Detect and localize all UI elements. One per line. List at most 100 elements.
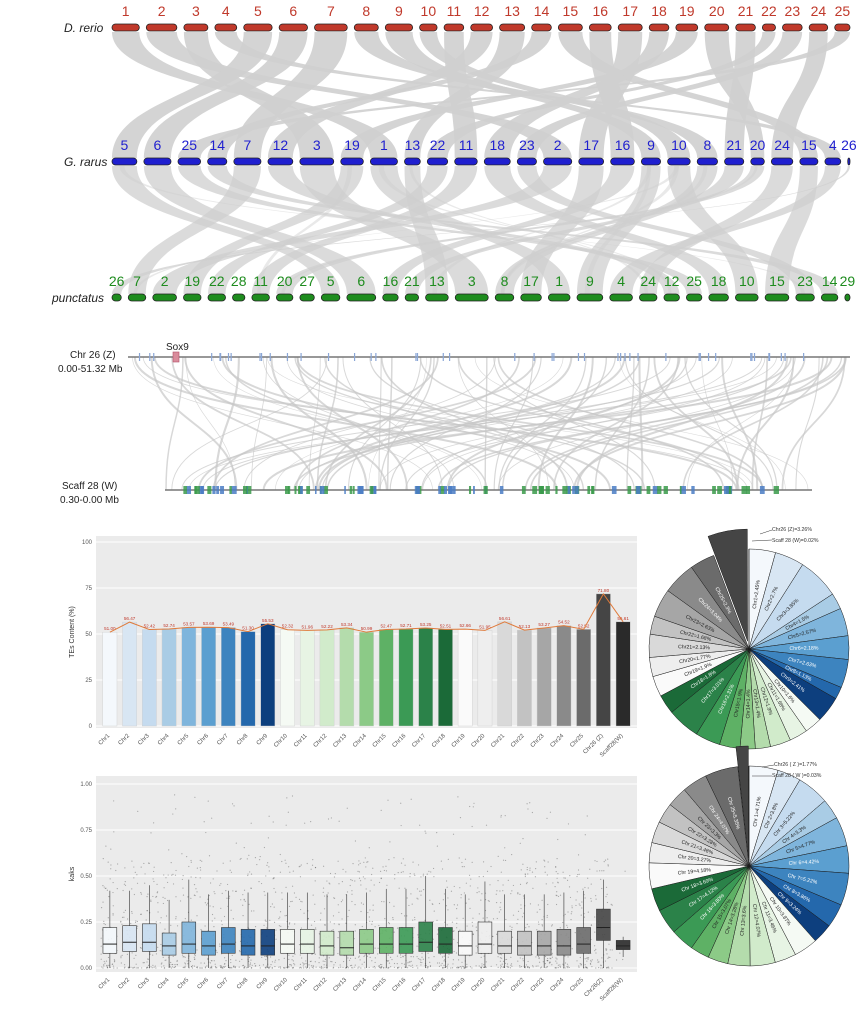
kaks-point [337, 952, 339, 955]
kaks-point [578, 903, 580, 905]
kaks-point [380, 967, 383, 969]
kaks-point [499, 953, 502, 955]
chromosome-bar [704, 23, 730, 32]
kaks-point [163, 965, 165, 967]
gene-tick [149, 353, 151, 361]
gene-tick [577, 353, 580, 361]
kaks-point [599, 870, 601, 872]
kaks-point [601, 957, 603, 959]
kaks-point [324, 960, 326, 963]
kaks-point [451, 967, 454, 969]
chromosome-bar [782, 23, 803, 32]
kaks-point [291, 967, 294, 969]
chromosome-bar [663, 293, 680, 302]
kaks-point [540, 966, 543, 968]
chromosome-label: 8 [362, 3, 370, 19]
chromosome-label: 14 [822, 273, 838, 289]
kaks-point [369, 909, 371, 911]
kaks-point [349, 884, 351, 887]
kaks-point [292, 967, 294, 969]
synteny-ribbon [183, 166, 364, 294]
kaks-point [140, 913, 142, 915]
kaks-point [194, 958, 196, 960]
te-bar [339, 627, 355, 727]
kaks-point [134, 871, 136, 873]
synteny-link [275, 356, 564, 491]
kaks-point [264, 967, 266, 969]
pie-callout: Scaff 28 (W)=0.02% [772, 538, 819, 544]
kaks-point [298, 866, 300, 868]
kaks-point [452, 833, 455, 835]
chromosome-label: 24 [811, 3, 827, 19]
kaks-point [295, 896, 297, 898]
synteny-ribbon [419, 32, 691, 158]
kaks-point [374, 947, 376, 949]
kaks-point [339, 964, 341, 966]
kaks-point [302, 965, 304, 967]
kaks-point [380, 877, 382, 880]
te-bar [497, 621, 512, 727]
kaks-point [243, 847, 245, 849]
kaks-point [564, 913, 566, 915]
kaks-point [416, 888, 419, 890]
kaks-point [528, 926, 530, 928]
synteny-link [243, 356, 496, 491]
kaks-point [121, 916, 124, 918]
kaks-point [559, 966, 562, 968]
kaks-point [264, 919, 266, 921]
x-tick-label: Chr5 [177, 733, 191, 747]
kaks-point [208, 894, 210, 897]
kaks-point [290, 965, 292, 967]
chromosome-label: 23 [519, 137, 535, 153]
kaks-point [174, 965, 177, 968]
kaks-box [201, 930, 216, 956]
te-value-label: 71.80 [598, 588, 610, 593]
gene-block [759, 486, 765, 494]
kaks-point [412, 861, 414, 863]
chromosome-label: 21 [404, 273, 420, 289]
kaks-point [500, 966, 502, 968]
gene-block [646, 486, 651, 494]
kaks-point [258, 964, 261, 966]
kaks-point [424, 919, 426, 921]
kaks-point [106, 965, 108, 967]
kaks-point [364, 967, 366, 969]
kaks-point [377, 947, 379, 949]
chromosome-bar [299, 157, 335, 166]
gene-block [216, 486, 220, 494]
kaks-point [555, 957, 557, 959]
chromosome-label: 5 [121, 137, 129, 153]
gene-block [183, 486, 187, 494]
kaks-point [511, 965, 513, 967]
chromosome-bar [708, 293, 729, 302]
kaks-point [556, 895, 558, 897]
kaks-point [551, 956, 553, 958]
pie-callout: Chr26 ( Z )=1.77% [774, 762, 817, 768]
kaks-point [537, 965, 539, 967]
kaks-point [531, 953, 533, 956]
kaks-point [338, 924, 340, 926]
kaks-point [267, 837, 269, 839]
chromosome-bar [314, 23, 348, 32]
kaks-point [226, 897, 228, 899]
kaks-point [408, 904, 410, 907]
kaks-point [230, 959, 232, 961]
kaks-point [112, 891, 114, 894]
kaks-point [112, 963, 114, 965]
kaks-point [364, 954, 366, 956]
kaks-point [175, 918, 177, 920]
kaks-point [156, 892, 158, 894]
kaks-point [340, 901, 343, 903]
kaks-point [550, 958, 552, 960]
chromosome-label: 8 [703, 137, 711, 153]
kaks-point [135, 954, 137, 956]
kaks-point [292, 870, 294, 872]
kaks-point [219, 884, 221, 886]
kaks-point [416, 965, 418, 967]
kaks-point [360, 902, 363, 904]
kaks-point [292, 955, 294, 957]
kaks-point [152, 870, 155, 873]
kaks-point [150, 832, 152, 834]
chromosome-bar [425, 293, 449, 302]
te-value-label: 52.32 [282, 624, 294, 629]
